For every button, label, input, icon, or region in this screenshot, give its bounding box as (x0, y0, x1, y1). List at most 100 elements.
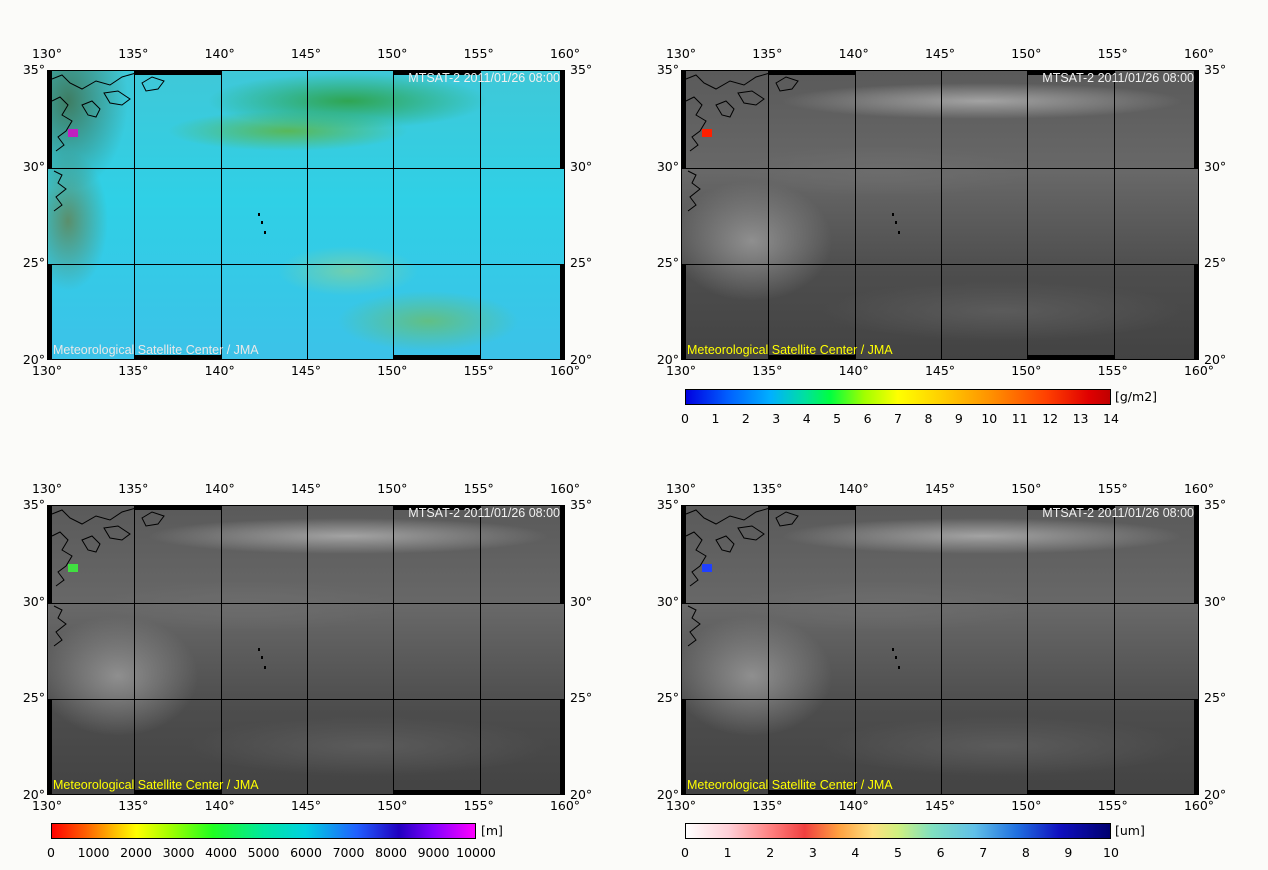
colorbar-unit: [um] (1115, 823, 1145, 838)
latitude-label: 30° (570, 158, 593, 174)
colorbar-tick-label: 8000 (375, 845, 407, 860)
frame-segment (682, 699, 686, 794)
longitude-label: 155° (463, 798, 494, 813)
coastline (51, 72, 137, 152)
satellite-map[interactable]: MTSAT-2 2011/01/26 08:00 Meteorological S… (47, 505, 565, 795)
longitude-gridline (941, 71, 942, 359)
colorbar-height: [m] 0 1000 2000 3000 4000 5000 6000 7000 8000 900… (47, 823, 531, 863)
frame-segment (768, 790, 855, 794)
retrieval-spot (702, 564, 712, 572)
longitude-gridline (479, 506, 481, 794)
longitude-label: 145° (290, 363, 322, 378)
colorbar-tick-label: 0 (681, 845, 689, 860)
longitude-label: 150° (1011, 481, 1042, 496)
longitude-label: 140° (204, 46, 235, 61)
satellite-map[interactable]: MTSAT-2 2011/01/26 08:00 Meteorological S… (681, 70, 1199, 360)
colorbar-tick-label: 6 (936, 845, 945, 860)
colorbar-tick-label: 5 (894, 845, 902, 860)
latitude-label: 25° (570, 690, 593, 706)
credit-label: Meteorological Satellite Center / JMA (687, 778, 893, 792)
coastline-overlay (51, 72, 266, 234)
longitude-label: 150° (377, 46, 408, 61)
longitude-label: 130° (665, 46, 697, 61)
frame-segment (560, 264, 564, 359)
colorbar-tick-label: 13 (1072, 411, 1089, 426)
longitude-gridline (1113, 71, 1115, 359)
timestamp-label: MTSAT-2 2011/01/26 08:00 (408, 71, 560, 85)
frame-segment (134, 71, 221, 75)
frame-segment (393, 71, 480, 75)
longitude-label: 150° (377, 798, 408, 813)
longitude-gridline (941, 506, 942, 794)
colorbar-tick-label: 1000 (77, 845, 110, 860)
timestamp-label: MTSAT-2 2011/01/26 08:00 (1042, 71, 1194, 85)
latitude-label: 25° (656, 255, 679, 271)
latitude-label: 25° (1204, 690, 1227, 706)
latitude-label: 25° (570, 255, 593, 271)
longitude-label: 145° (924, 798, 956, 813)
longitude-label: 135° (118, 481, 149, 496)
frame-segment (48, 506, 52, 603)
colorbar-tick-label: 1 (711, 411, 720, 426)
longitude-label: 160° (549, 798, 581, 813)
coastline (141, 511, 165, 527)
longitude-gridline (220, 71, 222, 359)
colorbar-tick-label: 7 (894, 411, 902, 426)
latitude-label: 35° (22, 497, 45, 512)
longitude-label: 130° (665, 798, 697, 813)
longitude-label: 160° (549, 481, 581, 496)
longitude-gridline (854, 506, 856, 794)
colorbar-tick-label: 4 (802, 411, 811, 426)
longitude-label: 160° (1183, 798, 1215, 813)
longitude-label: 140° (838, 363, 869, 378)
colorbar-tick-label: 5000 (247, 845, 280, 860)
longitude-label: 155° (1097, 363, 1128, 378)
longitude-gridline (854, 71, 856, 359)
longitude-label: 130° (31, 481, 63, 496)
longitude-label: 160° (1183, 481, 1215, 496)
longitude-label: 135° (752, 46, 783, 61)
satellite-map[interactable]: MTSAT-2 2011/01/26 08:00 Meteorological S… (47, 70, 565, 360)
longitude-label: 135° (118, 363, 149, 378)
frame-segment (134, 506, 221, 510)
colorbar-tick-label: 4000 (205, 845, 237, 860)
colorbar-gradient (51, 823, 476, 839)
latitude-label: 25° (22, 690, 45, 706)
colorbar-unit: [g/m2] (1115, 389, 1158, 404)
coastline (103, 525, 131, 541)
latitude-gridline (48, 699, 564, 701)
latitude-label: 35° (1204, 62, 1227, 77)
frame-segment (682, 264, 686, 359)
colorbar-unit: [m] (481, 823, 503, 838)
colorbar-tick-label: 2 (741, 411, 750, 426)
longitude-gridline (393, 71, 395, 359)
longitude-label: 150° (1011, 46, 1042, 61)
frame-segment (682, 71, 686, 168)
colorbar-tick-label: 7 (979, 845, 988, 860)
frame-segment (560, 506, 564, 603)
coastline (81, 100, 101, 118)
latitude-label: 35° (656, 497, 679, 512)
coastline-overlay (685, 72, 900, 234)
longitude-label: 135° (118, 46, 149, 61)
latitude-label: 35° (570, 497, 593, 512)
latitude-label: 25° (22, 255, 45, 271)
longitude-gridline (307, 506, 308, 794)
longitude-label: 130° (31, 363, 63, 378)
latitude-label: 20° (656, 787, 679, 802)
latitude-label: 20° (1204, 352, 1227, 367)
retrieval-spot (68, 564, 78, 572)
island (264, 231, 266, 234)
longitude-gridline (768, 71, 770, 359)
longitude-label: 130° (31, 798, 63, 813)
longitude-label: 155° (1097, 46, 1128, 61)
satellite-map[interactable]: MTSAT-2 2011/01/26 08:00 Meteorological S… (681, 505, 1199, 795)
map-panel-effective-radius: MTSAT-2 2011/01/26 08:00 Meteorological S… (657, 481, 1226, 813)
frame-segment (560, 71, 564, 168)
map-panel-cloud-top-height: MTSAT-2 2011/01/26 08:00 Meteorological S… (23, 481, 592, 813)
longitude-gridline (307, 71, 308, 359)
frame-segment (48, 699, 52, 794)
longitude-gridline (1113, 506, 1115, 794)
longitude-label: 145° (924, 46, 956, 61)
longitude-label: 145° (924, 481, 956, 496)
